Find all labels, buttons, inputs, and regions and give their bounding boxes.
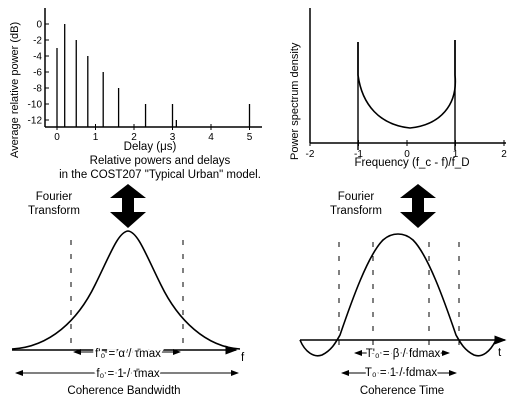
doppler-spectrum-curve	[357, 40, 457, 129]
doppler-x-tick-label: 0	[404, 149, 410, 160]
freq-axis-label: f	[241, 352, 245, 364]
doppler-x-tick-label: 2	[501, 149, 507, 160]
delay-x-tick-label: 2	[131, 132, 137, 143]
fourier-left-line2: Transform	[28, 205, 80, 217]
delay-x-label: Delay (μs)	[124, 141, 177, 153]
delay-y-tick-label: -8	[33, 84, 42, 95]
fourier-transform-right: Fourier Transform	[330, 184, 436, 228]
doppler-x-tick-label: 1	[453, 149, 459, 160]
coherence-bandwidth-panel: f f'₀ = α / τ̄max f₀ = 1 / τ̄max Coheren…	[11, 230, 245, 397]
outer-bandwidth-label: f₀ = 1 / τ̄max	[96, 368, 160, 380]
delay-x-tick-label: 1	[93, 132, 99, 143]
coherence-bandwidth-caption: Coherence Bandwidth	[67, 385, 180, 397]
double-arrow-icon	[110, 184, 146, 228]
delay-x-tick-label: 0	[54, 132, 60, 143]
delay-x-tick-label: 5	[247, 132, 253, 143]
double-arrow-icon	[400, 184, 436, 228]
time-axis-label: t	[498, 347, 502, 359]
delay-y-tick-label: 0	[36, 20, 42, 31]
delay-y-label: Average relative power (dB)	[9, 22, 21, 158]
coherence-time-caption: Coherence Time	[360, 385, 444, 397]
coherence-bandwidth-curve	[11, 230, 241, 350]
delay-profile-chart: 0 -2 -4 -6 -8 -10 -12 0 1 2 3 4 5 Average relative …	[9, 8, 262, 181]
coherence-time-panel: t T'₀ = β / fdmax T₀ = 1 / fdmax Coheren…	[299, 233, 507, 397]
delay-y-ticks: 0 -2 -4 -6 -8 -10 -12	[28, 20, 49, 127]
delay-y-tick-label: -6	[33, 68, 42, 79]
coherence-time-curve	[299, 233, 497, 357]
delay-impulses	[56, 24, 251, 127]
fourier-transform-left: Fourier Transform	[28, 184, 146, 228]
inner-time-label: T'₀ = β / fdmax	[366, 348, 441, 360]
doppler-spectrum-chart: -2 -1 0 1 2 Power spectrum density Frequency…	[289, 8, 507, 169]
outer-time-label: T₀ = 1 / fdmax	[365, 367, 437, 379]
delay-x-tick-label: 4	[208, 132, 214, 143]
doppler-x-tick-label: -1	[354, 149, 363, 160]
fourier-left-line1: Fourier	[36, 191, 73, 203]
delay-y-tick-label: -12	[28, 116, 43, 127]
doppler-x-ticks: -2 -1 0 1 2	[306, 140, 507, 160]
doppler-x-label: Frequency (f_c - f)/f_D	[354, 157, 469, 169]
delay-caption-line2: in the COST207 "Typical Urban" model.	[59, 169, 261, 181]
fourier-right-line2: Transform	[330, 205, 382, 217]
delay-x-tick-label: 3	[170, 132, 176, 143]
doppler-x-tick-label: -2	[306, 149, 315, 160]
doppler-y-label: Power spectrum density	[289, 42, 301, 160]
fourier-right-line1: Fourier	[338, 191, 375, 203]
delay-y-tick-label: -10	[28, 100, 43, 111]
delay-y-tick-label: -4	[33, 52, 42, 63]
inner-bandwidth-label: f'₀ = α / τ̄max	[95, 348, 161, 360]
delay-y-tick-label: -2	[33, 36, 42, 47]
delay-caption-line1: Relative powers and delays	[90, 155, 231, 167]
